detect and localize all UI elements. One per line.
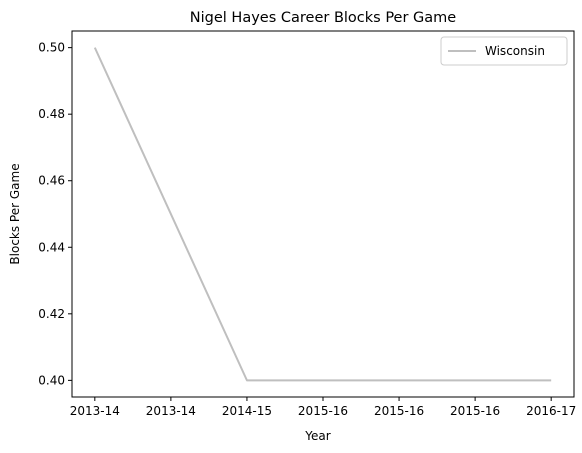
- y-tick-label: 0.46: [38, 174, 65, 188]
- x-tick-label: 2013-14: [70, 404, 120, 418]
- x-tick-label: 2013-14: [146, 404, 196, 418]
- x-tick-label: 2015-16: [298, 404, 348, 418]
- legend-box: [440, 36, 568, 66]
- y-tick-label: 0.42: [38, 307, 65, 321]
- series-layer: [93, 47, 552, 382]
- series-line-wisconsin: [93, 47, 552, 382]
- y-tick-label: 0.40: [38, 373, 65, 387]
- plot-frame: [71, 30, 575, 398]
- y-tick-label: 0.50: [38, 41, 65, 55]
- x-tick-label: 2016-17: [526, 404, 576, 418]
- x-axis-ticks: 2013-14 2013-14 2014-15 2015-16 2015-16 2015-…: [70, 397, 576, 418]
- x-tick-label: 2015-16: [374, 404, 424, 418]
- chart-title: Nigel Hayes Career Blocks Per Game: [190, 10, 457, 26]
- y-tick-label: 0.44: [38, 240, 65, 254]
- x-tick-label: 2014-15: [222, 404, 272, 418]
- y-axis-label: Blocks Per Game: [8, 163, 22, 264]
- legend-label-wisconsin: Wisconsin: [485, 44, 545, 58]
- x-tick-label: 2015-16: [450, 404, 500, 418]
- legend: Wisconsin: [440, 36, 568, 66]
- y-axis-ticks: 0.40 0.42 0.44 0.46 0.48 0.50: [38, 41, 72, 387]
- plot-area: [72, 31, 574, 397]
- y-tick-label: 0.48: [38, 107, 65, 121]
- x-axis-label: Year: [304, 429, 330, 443]
